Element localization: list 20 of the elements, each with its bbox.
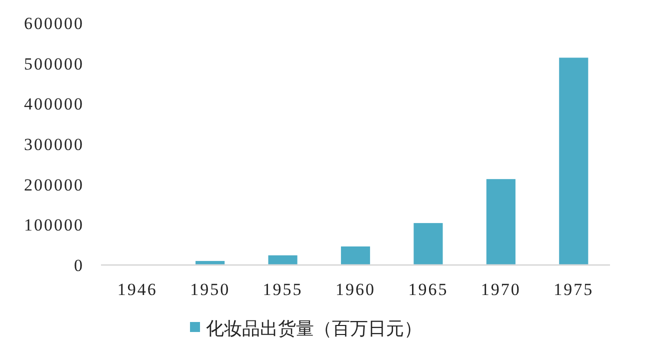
x-tick-label: 1960 — [336, 280, 376, 299]
y-tick-label: 100000 — [24, 216, 84, 235]
x-tick-label: 1965 — [408, 280, 448, 299]
legend-label: 化妆品出货量（百万日元） — [206, 318, 422, 340]
bar — [414, 223, 443, 265]
bar — [559, 58, 588, 265]
y-tick-label: 0 — [74, 256, 84, 275]
y-tick-label: 500000 — [24, 54, 84, 74]
y-tick-label: 200000 — [24, 175, 84, 194]
x-tick-label: 1946 — [117, 280, 158, 299]
y-tick-label: 300000 — [24, 134, 84, 154]
x-tick-label: 1970 — [480, 280, 521, 299]
y-tick-label: 400000 — [24, 94, 84, 114]
bar — [268, 255, 298, 265]
x-tick-label: 1975 — [554, 280, 594, 299]
y-tick-label: 600000 — [24, 14, 84, 33]
x-tick-label: 1955 — [262, 280, 303, 299]
x-tick-label: 1950 — [190, 280, 230, 299]
bar — [486, 179, 516, 265]
bar — [340, 246, 370, 265]
